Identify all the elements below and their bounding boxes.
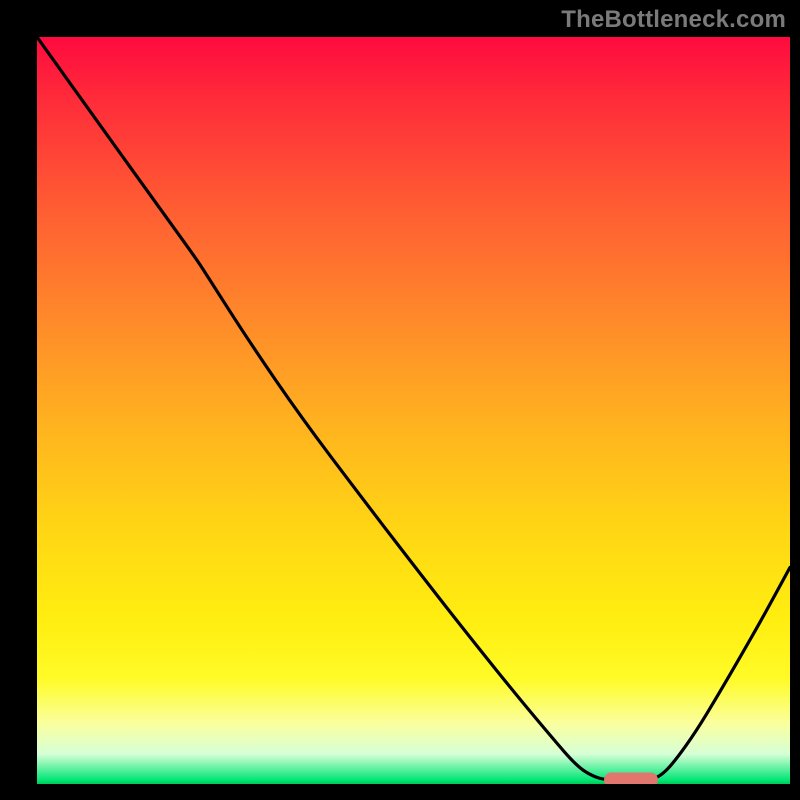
plot-area <box>37 37 790 784</box>
bottleneck-curve <box>37 37 790 784</box>
optimal-marker <box>604 772 658 784</box>
curve-path <box>37 37 790 780</box>
watermark-text: TheBottleneck.com <box>561 6 786 34</box>
